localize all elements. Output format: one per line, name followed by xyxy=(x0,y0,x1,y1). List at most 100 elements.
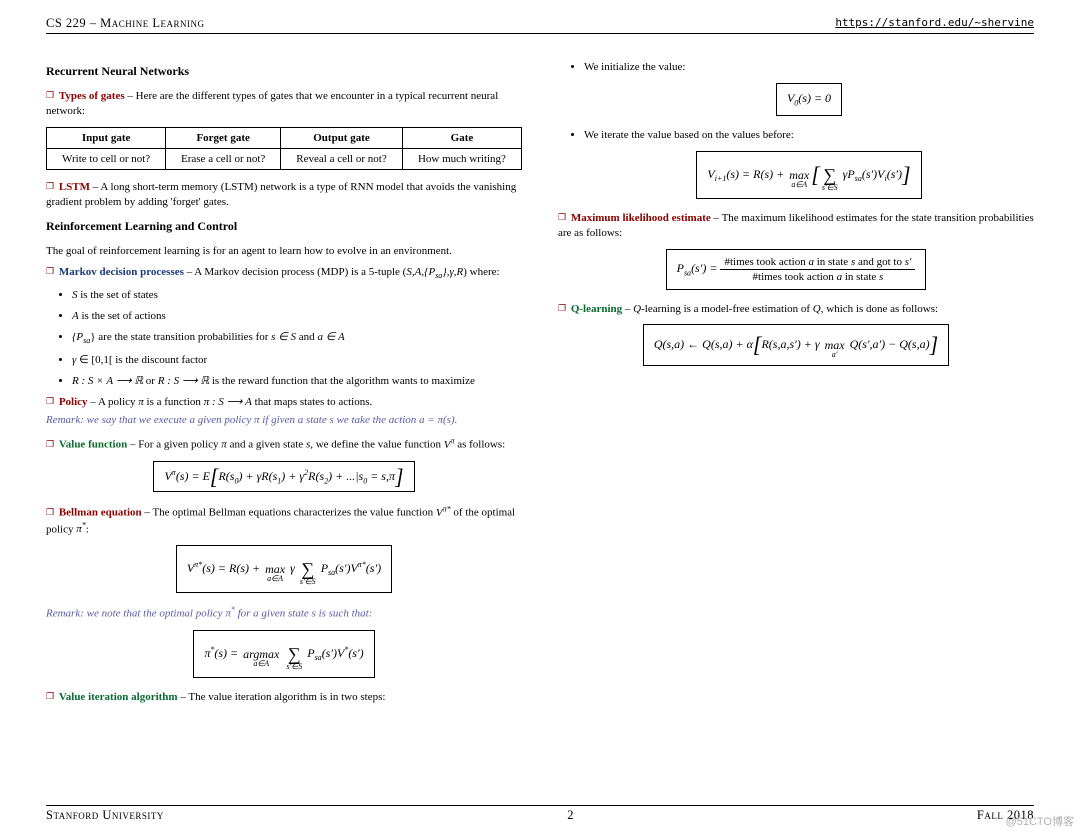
text: #times took action xyxy=(753,271,837,283)
header-left: CS 229 – Machine Learning xyxy=(46,16,205,31)
def-qlearning: ❐ Q-learning – Q-learning is a model-fre… xyxy=(558,302,1034,317)
text: , we define the value function xyxy=(310,439,443,451)
gates-td-3: How much writing? xyxy=(402,148,521,169)
text: we take the action xyxy=(334,414,419,426)
text: for a given state xyxy=(235,608,312,620)
term-policy: Policy xyxy=(59,396,88,408)
mdp-item-reward: R : S × A ⟶ ℝ or R : S ⟶ ℝ is the reward… xyxy=(72,374,522,389)
text: is such that: xyxy=(316,608,373,620)
text: is the set of states xyxy=(78,289,158,301)
text: and a given state xyxy=(227,439,306,451)
math: s ∈ S xyxy=(271,331,296,343)
text: – A Markov decision process (MDP) is a 5… xyxy=(184,266,406,278)
def-policy: ❐ Policy – A policy π is a function π : … xyxy=(46,395,522,410)
bookmark-icon: ❐ xyxy=(558,212,566,222)
text: – xyxy=(622,303,633,315)
left-column: Recurrent Neural Networks ❐ Types of gat… xyxy=(46,54,522,706)
eq-qlearning: Q(s,a) ← Q(s,a) + α[R(s,a,s′) + γ maxa′ … xyxy=(558,324,1034,366)
math: π* xyxy=(76,523,86,535)
text: in state xyxy=(814,256,851,268)
eq-v0: V0(s) = 0 xyxy=(584,83,1034,116)
text: is a function xyxy=(144,396,204,408)
text: and xyxy=(296,331,317,343)
page-footer: Stanford University 2 Fall 2018 xyxy=(46,805,1034,823)
bookmark-icon: ❐ xyxy=(46,439,54,449)
page-header: CS 229 – Machine Learning https://stanfo… xyxy=(46,16,1034,34)
mdp-item-psa: {Psa} are the state transition probabili… xyxy=(72,330,522,347)
text: , which is done as follows: xyxy=(821,303,938,315)
bookmark-icon: ❐ xyxy=(46,691,54,701)
equation: Vπ(s) = E[R(s0) + γR(s1) + γ2R(s2) + ...… xyxy=(153,461,414,492)
gates-table: Input gate Forget gate Output gate Gate … xyxy=(46,127,522,170)
bookmark-icon: ❐ xyxy=(558,303,566,313)
eq-bellman: Vπ*(s) = R(s) + maxa∈A γ ∑s′∈S Psa(s′)Vπ… xyxy=(46,545,522,593)
math: π : S ⟶ A xyxy=(204,396,252,408)
via-steps-list: We initialize the value: V0(s) = 0 We it… xyxy=(558,60,1034,199)
bookmark-icon: ❐ xyxy=(46,181,54,191)
def-bellman: ❐ Bellman equation – The optimal Bellman… xyxy=(46,504,522,537)
equation: Psa(s′) = #times took action a in state … xyxy=(666,249,927,290)
text: . xyxy=(455,414,458,426)
equation: Vπ*(s) = R(s) + maxa∈A γ ∑s′∈S Psa(s′)Vπ… xyxy=(176,545,392,593)
header-link[interactable]: https://stanford.edu/~shervine xyxy=(835,16,1034,31)
term-value-function: Value function xyxy=(59,439,127,451)
section-rl-title: Reinforcement Learning and Control xyxy=(46,219,522,234)
two-column-layout: Recurrent Neural Networks ❐ Types of gat… xyxy=(46,54,1034,706)
text: – A policy xyxy=(88,396,139,408)
def-lstm: ❐ LSTM – A long short-term memory (LSTM)… xyxy=(46,180,522,210)
eq-optimal-policy: π*(s) = argmaxa∈A ∑s′∈S Psa(s′)V*(s′) xyxy=(46,630,522,678)
def-value-function: ❐ Value function – For a given policy π … xyxy=(46,436,522,453)
bookmark-icon: ❐ xyxy=(46,266,54,276)
text: and got to xyxy=(855,256,905,268)
footer-left: Stanford University xyxy=(46,808,164,823)
text: is the set of actions xyxy=(79,310,166,322)
math: Q xyxy=(633,303,641,315)
term-via: Value iteration algorithm xyxy=(59,691,178,703)
gates-th-2: Output gate xyxy=(281,127,403,148)
term-mdp: Markov decision processes xyxy=(59,266,184,278)
math: {Psa xyxy=(72,331,90,343)
text: – The value iteration algorithm is in tw… xyxy=(178,691,386,703)
text: } are the state transition probabilities… xyxy=(90,331,271,343)
equation: Q(s,a) ← Q(s,a) + α[R(s,a,s′) + γ maxa′ … xyxy=(643,324,949,366)
math: Vπ* xyxy=(436,507,451,519)
gates-th-1: Forget gate xyxy=(166,127,281,148)
via-step-2: We iterate the value based on the values… xyxy=(584,128,1034,199)
term-lstm: LSTM xyxy=(59,181,90,193)
gates-td-1: Erase a cell or not? xyxy=(166,148,281,169)
section-rnn-title: Recurrent Neural Networks xyxy=(46,64,522,79)
def-mdp: ❐ Markov decision processes – A Markov d… xyxy=(46,265,522,282)
via-step-1: We initialize the value: V0(s) = 0 xyxy=(584,60,1034,116)
mdp-item-actions: A is the set of actions xyxy=(72,309,522,324)
text: in state xyxy=(842,271,879,283)
mdp-list: S is the set of states A is the set of a… xyxy=(46,288,522,388)
text: -learning is a model-free estimation of xyxy=(641,303,813,315)
math: A xyxy=(72,310,79,322)
text: Remark: we note that the optimal policy xyxy=(46,608,225,620)
text: ∈ [0,1[ is the discount factor xyxy=(76,354,207,366)
equation: π*(s) = argmaxa∈A ∑s′∈S Psa(s′)V*(s′) xyxy=(193,630,374,678)
math: a ∈ A xyxy=(317,331,344,343)
text: – For a given policy xyxy=(127,439,221,451)
gates-th-0: Input gate xyxy=(47,127,166,148)
eq-value-function: Vπ(s) = E[R(s0) + γR(s1) + γ2R(s2) + ...… xyxy=(46,461,522,492)
text: We initialize the value: xyxy=(584,61,685,73)
math: Q xyxy=(813,303,821,315)
text: is the reward function that the algorith… xyxy=(209,375,475,387)
gates-td-2: Reveal a cell or not? xyxy=(281,148,403,169)
def-types-of-gates: ❐ Types of gates – Here are the differen… xyxy=(46,89,522,119)
def-via: ❐ Value iteration algorithm – The value … xyxy=(46,690,522,705)
eq-mle: Psa(s′) = #times took action a in state … xyxy=(558,249,1034,290)
text: #times took action xyxy=(724,256,808,268)
term-types-of-gates: Types of gates xyxy=(59,90,125,102)
gates-td-0: Write to cell or not? xyxy=(47,148,166,169)
bookmark-icon: ❐ xyxy=(46,90,54,100)
term-mle: Maximum likelihood estimate xyxy=(571,212,711,224)
term-qlearning: Q-learning xyxy=(571,303,622,315)
mdp-item-gamma: γ ∈ [0,1[ is the discount factor xyxy=(72,353,522,368)
right-column: We initialize the value: V0(s) = 0 We it… xyxy=(558,54,1034,706)
bellman-remark: Remark: we note that the optimal policy … xyxy=(46,605,522,622)
gates-th-3: Gate xyxy=(402,127,521,148)
math: R : S ⟶ ℝ xyxy=(158,375,209,387)
text: as follows: xyxy=(454,439,505,451)
